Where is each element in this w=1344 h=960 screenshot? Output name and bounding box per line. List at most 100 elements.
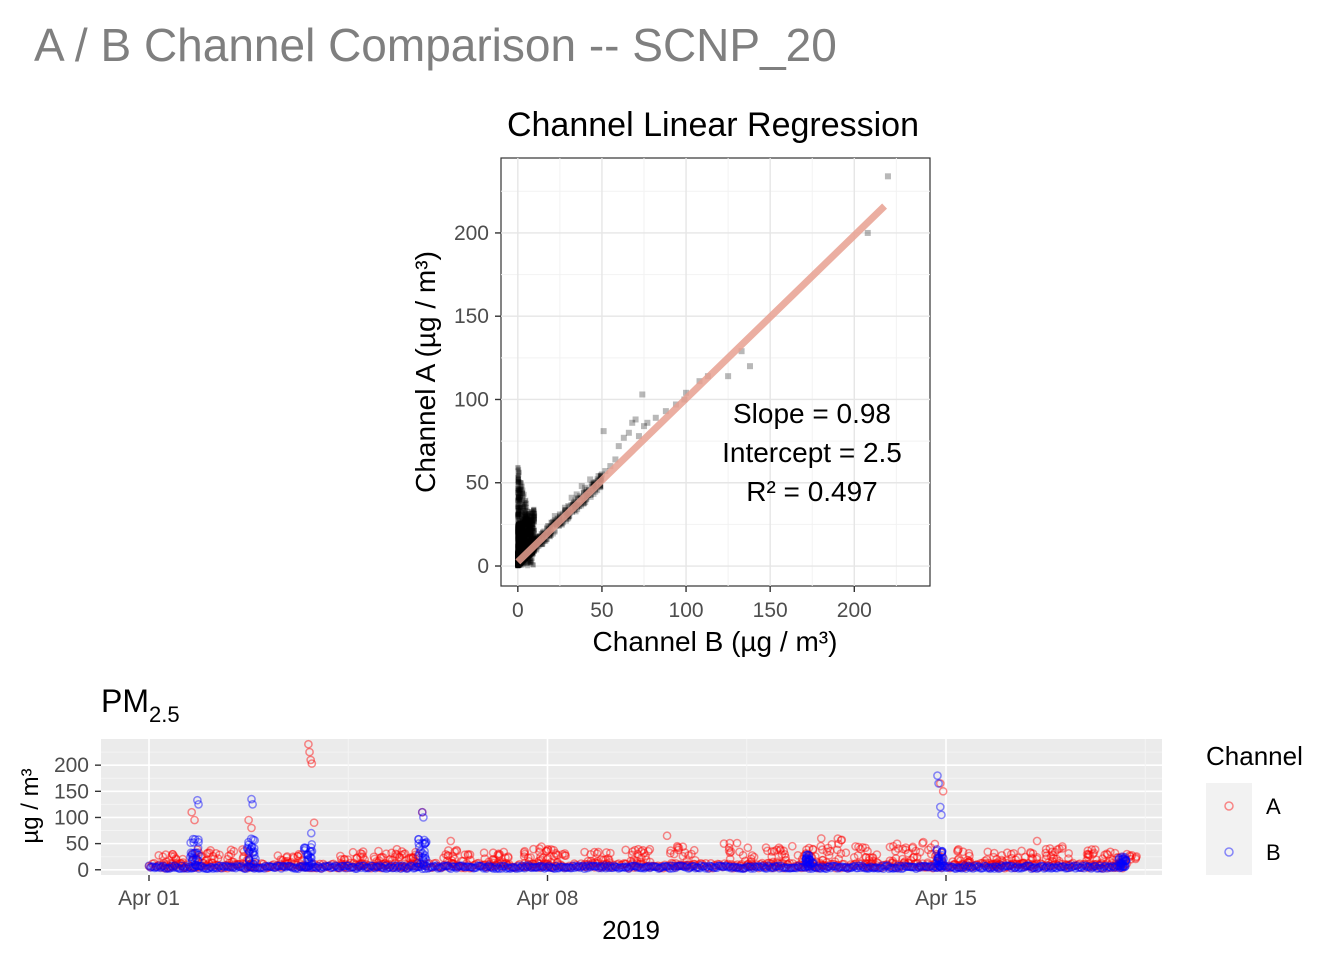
regression-point [520, 487, 526, 493]
regression-point [515, 551, 521, 557]
regression-point [518, 526, 524, 532]
regression-point [515, 551, 521, 557]
regression-point [515, 562, 521, 568]
regression-point [531, 528, 537, 534]
regression-point [523, 542, 529, 548]
regression-point [515, 560, 521, 566]
regression-point [515, 554, 521, 560]
regression-point [516, 562, 522, 568]
regression-point [515, 559, 521, 565]
regression-point [516, 550, 522, 556]
regression-point [515, 486, 521, 492]
regression-point [515, 552, 521, 558]
regression-point [516, 535, 522, 541]
regression-point [515, 553, 521, 559]
regression-point [524, 542, 530, 548]
regression-point [519, 516, 525, 522]
timeseries-point-a [452, 862, 461, 871]
regression-point [522, 528, 528, 534]
regression-point [515, 526, 521, 532]
regression-point [524, 544, 530, 550]
regression-point [515, 561, 521, 567]
regression-point [516, 553, 522, 559]
regression-point [525, 513, 531, 519]
regression-point [520, 545, 526, 551]
regression-point [529, 555, 535, 561]
regression-point [554, 515, 560, 521]
regression-point [521, 546, 527, 552]
timeseries-point-a [247, 862, 256, 872]
timeseries-point-a [397, 862, 407, 872]
regression-point [516, 550, 522, 556]
regression-point [515, 524, 521, 530]
regression-point [884, 173, 891, 180]
regression-point [573, 509, 579, 515]
regression-point [517, 520, 523, 526]
regression-point [518, 543, 524, 549]
regression-point [530, 518, 536, 524]
regression-point [523, 558, 529, 564]
regression-point [531, 517, 537, 523]
regression-point [515, 561, 521, 567]
regression-point [520, 496, 526, 502]
regression-point [523, 543, 529, 549]
regression-point [523, 529, 529, 535]
regression-point [516, 499, 522, 505]
regression-point [530, 539, 536, 545]
regression-point [521, 543, 527, 549]
regression-point [517, 537, 523, 543]
regression-point [515, 550, 521, 556]
regression-point [515, 538, 521, 544]
regression-point [525, 527, 531, 533]
regression-point [520, 532, 526, 538]
regression-point [527, 525, 533, 531]
regression-point [519, 532, 525, 538]
regression-point [515, 476, 521, 482]
regression-point [515, 490, 521, 496]
regression-point [515, 562, 521, 568]
regression-point [524, 544, 530, 550]
regression-point [515, 543, 521, 549]
regression-point [534, 534, 540, 540]
regression-point [515, 549, 521, 555]
regression-point [515, 560, 521, 566]
regression-point [515, 551, 521, 557]
regression-point [517, 504, 523, 510]
regression-point [518, 532, 524, 538]
regression-point [515, 530, 521, 536]
regression-point [518, 550, 524, 556]
regression-point [515, 478, 521, 484]
regression-point [527, 511, 533, 517]
regression-point [524, 523, 530, 529]
regression-point [528, 525, 534, 531]
regression-point [515, 546, 521, 552]
regression-point [515, 525, 521, 531]
regression-point [519, 489, 525, 495]
regression-point [529, 559, 535, 565]
timeseries-point-a [204, 859, 214, 868]
regression-point [515, 490, 521, 496]
timeseries-point-a [330, 861, 340, 870]
regression-point [522, 507, 528, 513]
regression-point [515, 562, 521, 568]
regression-y-tick-label: 50 [466, 472, 489, 495]
regression-point [519, 543, 525, 549]
regression-point [518, 551, 524, 557]
regression-point [515, 561, 521, 567]
regression-point [519, 515, 525, 521]
regression-point [518, 547, 524, 553]
regression-point [515, 550, 521, 556]
timeseries-point-a [433, 862, 442, 871]
page-title: A / B Channel Comparison -- SCNP_20 [34, 19, 837, 71]
regression-point [527, 559, 533, 565]
regression-point [523, 514, 529, 520]
regression-point [528, 538, 534, 544]
regression-point [539, 541, 545, 547]
regression-point [517, 520, 523, 526]
regression-point [515, 554, 521, 560]
timeseries-point-a [257, 859, 267, 868]
regression-point [519, 549, 525, 555]
timeseries-point-a [183, 860, 193, 869]
regression-point [522, 544, 528, 550]
